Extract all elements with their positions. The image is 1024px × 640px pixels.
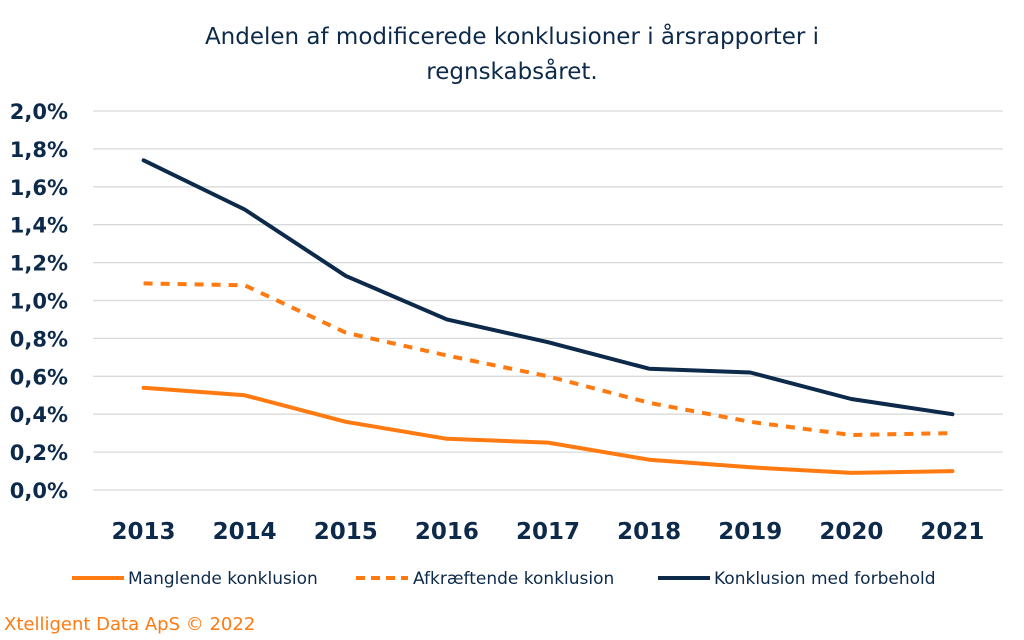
x-tick-label: 2016 [415, 519, 479, 545]
chart-title-line-1: Andelen af modificerede konklusioner i å… [205, 22, 819, 50]
y-tick-label: 0,0% [10, 479, 68, 503]
x-tick-label: 2017 [516, 519, 580, 545]
legend-label: Konklusion med forbehold [714, 569, 936, 589]
x-tick-label: 2019 [718, 519, 782, 545]
x-tick-label: 2021 [920, 519, 984, 545]
y-tick-label: 0,4% [10, 403, 68, 427]
y-tick-label: 1,8% [10, 138, 68, 162]
series-line-afkræftende-konklusion [143, 281, 953, 437]
series-lines [141, 158, 955, 475]
x-tick-label: 2020 [819, 519, 883, 545]
series-line-manglende-konklusion [141, 385, 955, 475]
chart-title: Andelen af modificerede konklusioner i å… [205, 22, 819, 85]
y-tick-label: 0,2% [10, 441, 68, 465]
x-tick-label: 2015 [314, 519, 378, 545]
chart-title-line-2: regnskabsåret. [426, 57, 597, 85]
legend-item: Manglende konklusion [72, 569, 318, 589]
series-line-konklusion-med-forbehold [141, 158, 955, 417]
legend-label: Manglende konklusion [128, 569, 318, 589]
y-tick-label: 1,0% [10, 290, 68, 314]
x-tick-label: 2014 [213, 519, 277, 545]
y-tick-label: 1,6% [10, 176, 68, 200]
y-tick-label: 1,2% [10, 252, 68, 276]
y-axis-tick-labels: 0,0% 0,2% 0,4% 0,6% 0,8% 1,0% 1,2% 1,4% 1,6% 1,8%… [10, 100, 68, 503]
legend-label: Afkræftende konklusion [413, 569, 614, 589]
legend-item: Afkræftende konklusion [356, 569, 614, 589]
legend-item: Konklusion med forbehold [658, 569, 936, 589]
x-axis-tick-labels: 2013 2014 2015 2016 2017 2018 2019 2020 2021 [112, 519, 985, 545]
y-tick-label: 1,4% [10, 214, 68, 238]
y-tick-label: 0,8% [10, 327, 68, 351]
y-tick-label: 2,0% [10, 100, 68, 124]
gridlines [93, 110, 1003, 491]
legend: Manglende konklusion Afkræftende konklusi… [72, 569, 936, 589]
y-tick-label: 0,6% [10, 365, 68, 389]
x-tick-label: 2013 [112, 519, 176, 545]
x-tick-label: 2018 [617, 519, 681, 545]
footer-credit: Xtelligent Data ApS © 2022 [4, 614, 255, 635]
